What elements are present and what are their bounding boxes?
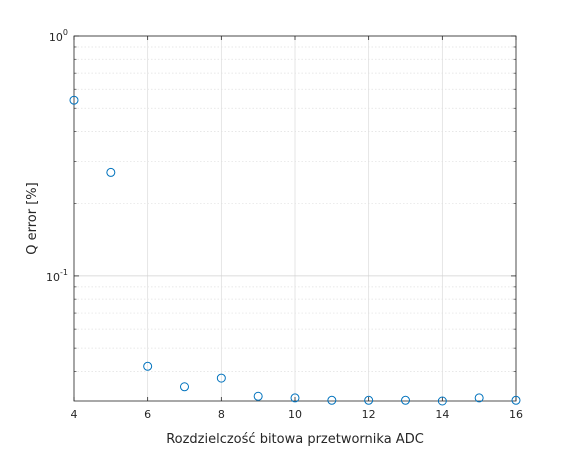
y-tick-label: 10-1: [46, 268, 68, 284]
x-tick-label: 16: [509, 408, 523, 421]
x-axis-label: Rozdzielczość bitowa przetwornika ADC: [166, 432, 424, 447]
x-tick-label: 6: [144, 408, 151, 421]
y-axis-label: Q error [%]: [25, 182, 40, 254]
y-tick-label: 100: [49, 28, 68, 44]
x-tick-label: 12: [362, 408, 376, 421]
data-point: [290, 393, 300, 403]
data-point: [437, 396, 447, 406]
data-point: [511, 395, 521, 405]
data-point: [474, 393, 484, 403]
data-point: [69, 95, 79, 105]
plot-area-frame: [73, 35, 517, 402]
data-points: [69, 95, 521, 406]
x-tick-label: 4: [71, 408, 78, 421]
grid: [73, 35, 517, 401]
tick-labels: 4 6 8 10 12 14 16 100 10-1: [46, 28, 523, 421]
x-tick-label: 14: [435, 408, 449, 421]
data-point: [364, 395, 374, 405]
x-tick-label: 10: [288, 408, 302, 421]
data-point: [106, 167, 116, 177]
data-point: [216, 373, 226, 383]
data-point: [401, 395, 410, 405]
data-point: [143, 361, 153, 371]
data-point: [253, 391, 263, 401]
data-point: [180, 382, 189, 392]
data-point: [327, 395, 337, 405]
x-tick-label: 8: [218, 408, 225, 421]
